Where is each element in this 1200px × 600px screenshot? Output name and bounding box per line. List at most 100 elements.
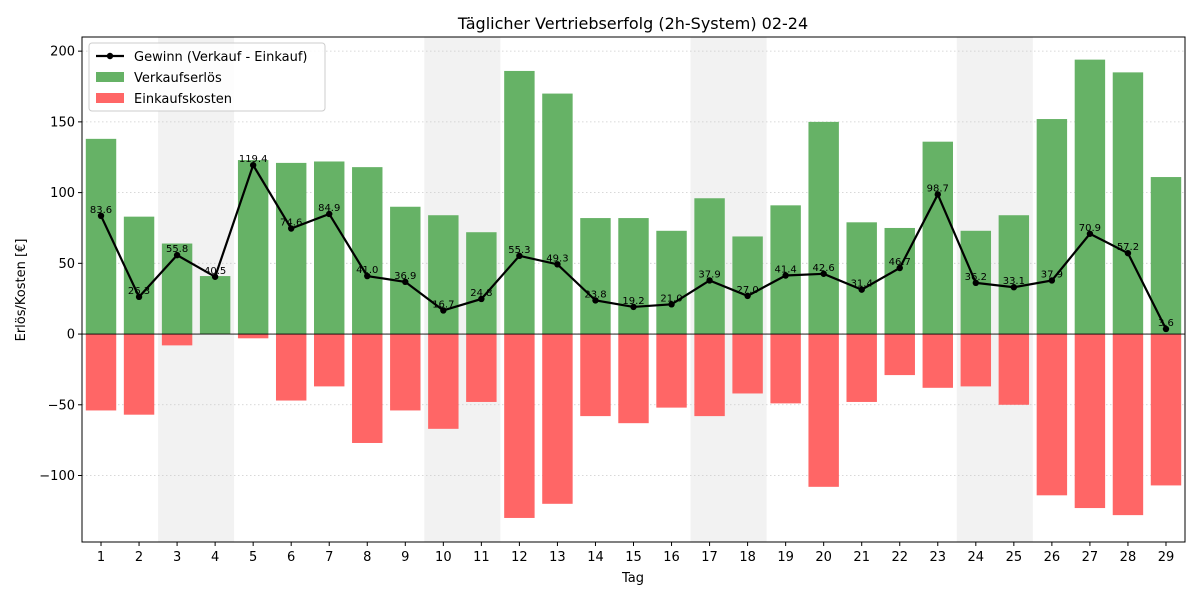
sales-bar [237, 160, 269, 335]
chart-title: Täglicher Vertriebserfolg (2h-System) 02… [457, 14, 808, 33]
sales-bar [922, 141, 953, 335]
profit-data-label: 21.0 [660, 293, 682, 304]
profit-point [173, 251, 181, 259]
cost-bar [618, 334, 649, 424]
cost-bar [542, 334, 573, 504]
cost-bar [85, 334, 117, 411]
profit-point [782, 272, 789, 279]
profit-line [97, 161, 1170, 333]
profit-point [554, 261, 561, 268]
cost-bar [694, 334, 725, 417]
legend-marker-swatch [106, 52, 114, 60]
sales-bar [314, 161, 345, 335]
profit-point [440, 307, 447, 314]
profit-data-label: 74.6 [280, 218, 302, 229]
profit-point [516, 252, 523, 260]
y-tick-label: 50 [58, 257, 75, 272]
x-tick-label: 18 [739, 550, 756, 565]
cost-bar [390, 334, 421, 411]
cost-bar [428, 334, 459, 429]
x-tick-label: 25 [1006, 550, 1023, 565]
x-tick-label: 1 [97, 550, 105, 565]
bars [85, 59, 1182, 518]
x-tick-label: 17 [701, 550, 718, 565]
profit-point [1048, 277, 1056, 284]
profit-point [592, 297, 599, 304]
profit-point [1124, 249, 1132, 257]
cost-bar [466, 334, 497, 402]
y-tick-label: 150 [50, 115, 75, 130]
profit-point [249, 161, 257, 169]
cost-bar [1150, 334, 1182, 486]
profit-data-label: 16.7 [432, 299, 454, 310]
profit-point [1086, 230, 1094, 237]
sales-bar [580, 218, 611, 335]
sales-bar [694, 198, 725, 335]
sales-bar [1036, 119, 1068, 335]
profit-point [402, 278, 409, 286]
sales-bar [732, 236, 763, 335]
profit-point [326, 210, 333, 218]
profit-data-label: 19.2 [622, 296, 644, 307]
cost-bar [1112, 334, 1144, 516]
data-labels: 83.6 26.3 55.8 40.5 119.4 74.6 84.9 41.0 36.9 16.… [90, 154, 1174, 329]
profit-data-label: 37.9 [1041, 269, 1063, 280]
sales-bar [390, 206, 421, 335]
sales-bar [846, 222, 877, 335]
profit-data-label: 119.4 [239, 154, 268, 165]
cost-bar [732, 334, 763, 394]
x-tick-label: 2 [135, 550, 143, 565]
cost-bar [808, 334, 839, 487]
legend-entry-sales: Verkaufserlös [134, 71, 222, 86]
legend-entry-profit: Gewinn (Verkauf - Einkauf) [134, 50, 307, 65]
sales-bar [199, 276, 231, 335]
profit-point [364, 272, 371, 280]
sales-bar [656, 230, 687, 335]
cost-bar [998, 334, 1030, 405]
profit-point [135, 293, 143, 301]
cost-bar [656, 334, 687, 408]
profit-point [630, 303, 637, 311]
x-tick-label: 14 [587, 550, 604, 565]
profit-data-label: 83.6 [90, 205, 112, 216]
profit-data-label: 57.2 [1117, 242, 1139, 253]
sales-bar [884, 227, 915, 335]
x-tick-label: 4 [211, 550, 219, 565]
legend-entry-costs: Einkaufskosten [134, 92, 232, 107]
y-tick-label: 200 [50, 45, 75, 60]
legend-cost-swatch [96, 93, 124, 103]
profit-data-label: 27.0 [736, 285, 758, 296]
legend: Gewinn (Verkauf - Einkauf) Verkaufserlös E… [88, 42, 326, 112]
x-tick-label: 5 [249, 550, 257, 565]
profit-data-label: 41.4 [775, 264, 797, 275]
profit-data-label: 70.9 [1079, 223, 1101, 234]
x-tick-label: 11 [473, 550, 490, 565]
cost-bar [770, 334, 801, 404]
x-tick-label: 6 [287, 550, 295, 565]
profit-point [211, 273, 219, 280]
sales-bar [542, 93, 573, 335]
x-tick-label: 20 [815, 550, 832, 565]
y-tick-label: −50 [48, 398, 75, 413]
sales-bar [161, 243, 193, 335]
x-tick-label: 10 [435, 550, 452, 565]
x-tick-label: 26 [1044, 550, 1061, 565]
sales-bar [466, 232, 497, 335]
profit-point [820, 270, 827, 277]
x-tick-label: 29 [1158, 550, 1175, 565]
x-tick-label: 7 [325, 550, 333, 565]
profit-point [1010, 284, 1018, 291]
profit-data-label: 40.5 [204, 266, 226, 277]
profit-point [1162, 325, 1170, 333]
x-tick-label: 28 [1120, 550, 1137, 565]
sales-bar [504, 70, 535, 335]
cost-bar [922, 334, 953, 388]
profit-data-label: 84.9 [318, 203, 340, 214]
x-tick-label: 16 [663, 550, 680, 565]
cost-bar [580, 334, 611, 417]
profit-data-label: 42.6 [813, 263, 835, 274]
y-tick-label: 0 [67, 328, 75, 343]
x-tick-label: 23 [930, 550, 947, 565]
